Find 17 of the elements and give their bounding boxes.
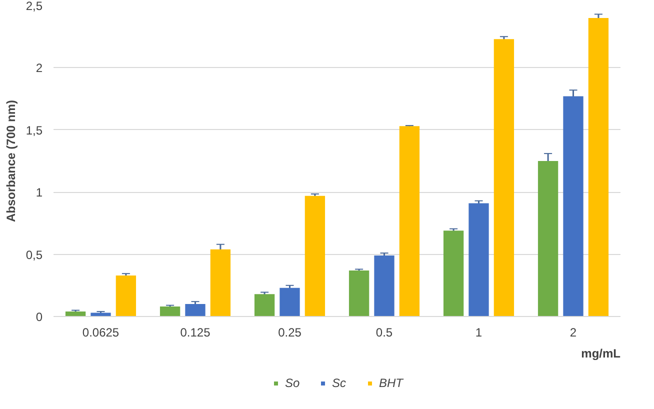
x-tick-label: 0.5 <box>376 326 393 340</box>
y-tick-label: 2 <box>36 61 43 76</box>
x-tick-label: 0.25 <box>278 326 302 340</box>
legend-label: So <box>285 376 301 390</box>
x-axis-title: mg/mL <box>581 346 621 360</box>
x-tick-label: 0.125 <box>180 326 211 340</box>
x-tick-label: 1 <box>475 326 482 340</box>
legend-label: Sc <box>332 376 348 390</box>
x-tick-label: 2 <box>570 326 577 340</box>
x-tick-label: 0.0625 <box>82 326 120 340</box>
y-tick-label: 1,5 <box>26 123 43 138</box>
y-tick-label: 0,5 <box>26 248 43 262</box>
legend-label: BHT <box>379 376 403 390</box>
y-axis-title: Absorbance (700 nm) <box>4 100 18 222</box>
y-tick-label: 2,5 <box>26 0 43 13</box>
y-tick-label: 0 <box>36 310 43 324</box>
y-tick-label: 1 <box>36 186 43 200</box>
